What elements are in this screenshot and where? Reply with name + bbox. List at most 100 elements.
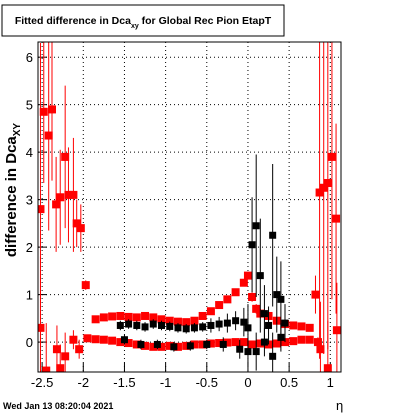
marker — [207, 321, 215, 329]
marker — [281, 319, 289, 327]
marker — [199, 323, 207, 331]
marker — [269, 352, 277, 360]
plot-frame-border — [37, 41, 342, 373]
marker — [190, 340, 199, 349]
marker — [116, 321, 124, 329]
y-tick-label: 0 — [26, 335, 33, 350]
marker — [289, 321, 298, 330]
marker — [64, 190, 73, 199]
marker — [311, 290, 320, 299]
marker — [223, 338, 232, 347]
marker — [157, 342, 166, 351]
marker — [44, 131, 53, 140]
marker — [248, 340, 257, 349]
x-tick-label: -0.5 — [196, 375, 218, 390]
chart-title: Fitted difference in Dcaxy for Global Re… — [15, 15, 272, 30]
marker — [149, 342, 158, 351]
marker — [149, 320, 157, 328]
marker — [170, 343, 178, 351]
marker — [206, 307, 215, 316]
marker — [153, 340, 161, 348]
marker — [125, 320, 133, 328]
marker — [219, 340, 227, 348]
y-tick-label: 1 — [26, 288, 33, 303]
marker — [248, 292, 257, 301]
marker — [252, 222, 260, 230]
marker — [116, 338, 125, 347]
marker — [42, 366, 51, 372]
marker — [166, 322, 174, 330]
marker — [323, 179, 332, 188]
marker — [313, 338, 322, 347]
marker — [305, 335, 314, 344]
marker — [173, 317, 182, 326]
marker — [38, 323, 45, 332]
marker — [137, 340, 145, 348]
marker — [174, 324, 182, 332]
marker — [182, 325, 190, 333]
marker — [215, 320, 223, 328]
marker — [124, 312, 133, 321]
x-tick-label: -1 — [160, 375, 172, 390]
x-tick-label: -2.5 — [31, 375, 53, 390]
y-tick-label: 6 — [26, 50, 33, 65]
marker — [173, 342, 182, 351]
marker — [76, 224, 85, 233]
marker — [231, 338, 240, 347]
marker — [81, 281, 90, 290]
marker — [132, 313, 141, 322]
marker — [47, 105, 56, 114]
marker — [52, 345, 61, 354]
title-box — [1, 4, 285, 37]
marker — [273, 291, 281, 299]
marker — [56, 364, 65, 372]
marker — [236, 345, 244, 353]
marker — [165, 341, 174, 350]
marker — [269, 231, 277, 239]
marker — [305, 323, 314, 332]
marker — [319, 183, 328, 192]
y-tick-label: 4 — [26, 145, 33, 160]
marker — [260, 338, 268, 346]
marker — [38, 205, 45, 214]
title-subscript: xy — [131, 23, 139, 30]
marker — [248, 241, 256, 249]
marker — [61, 352, 70, 361]
marker — [190, 316, 199, 325]
marker — [239, 338, 248, 347]
marker — [165, 316, 174, 325]
marker — [256, 272, 264, 280]
marker — [69, 335, 78, 344]
marker — [99, 313, 108, 322]
marker — [240, 318, 248, 326]
marker — [157, 315, 166, 324]
y-title-main: difference in Dca — [3, 136, 20, 258]
title-rest: for Global Rec Pion EtapT — [139, 15, 272, 27]
marker — [116, 311, 125, 320]
marker — [99, 335, 108, 344]
marker — [277, 333, 285, 341]
marker — [232, 317, 240, 325]
marker — [252, 348, 260, 356]
marker — [289, 337, 298, 346]
marker — [190, 324, 198, 332]
marker — [252, 304, 261, 313]
marker — [223, 319, 231, 327]
y-tick-label: 2 — [26, 240, 33, 255]
marker — [108, 336, 117, 345]
y-title-subscript: XY — [12, 123, 23, 137]
marker — [132, 340, 141, 349]
marker — [186, 342, 194, 350]
marker — [133, 321, 141, 329]
marker — [182, 318, 191, 327]
marker — [315, 188, 324, 197]
marker — [231, 288, 240, 297]
marker — [244, 324, 252, 332]
marker — [297, 335, 306, 344]
marker — [327, 152, 336, 161]
marker — [141, 323, 149, 331]
marker — [323, 364, 332, 372]
marker — [56, 193, 65, 202]
title-main: Fitted difference in Dca — [15, 15, 131, 27]
